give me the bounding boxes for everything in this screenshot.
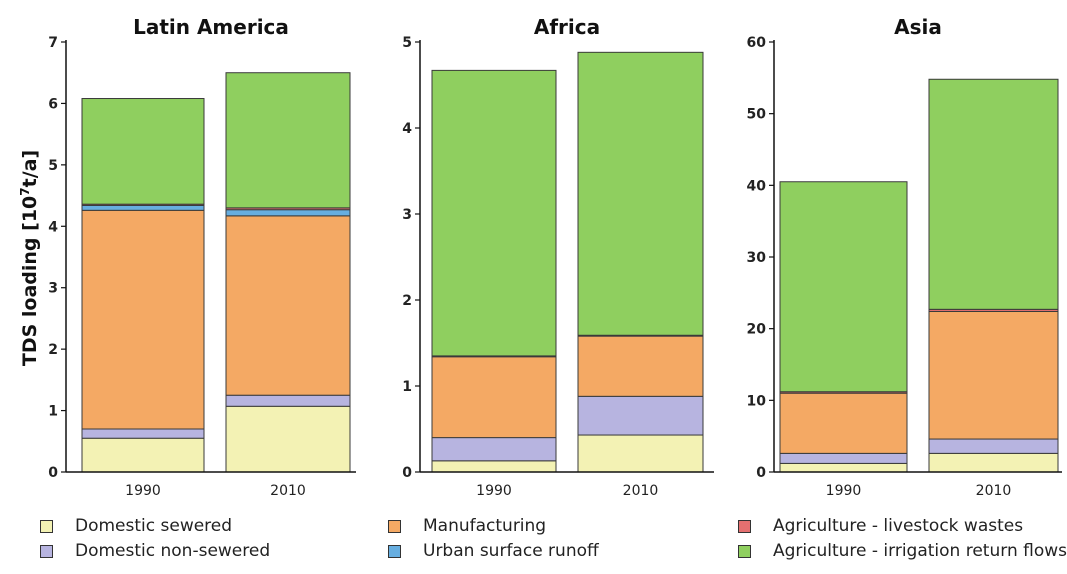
y-tick-label: 1 bbox=[48, 404, 58, 420]
y-tick-label: 6 bbox=[48, 96, 58, 112]
y-tick-label: 4 bbox=[48, 219, 58, 235]
bar-segment-domestic-non-sewered bbox=[431, 437, 557, 462]
bar-segment-domestic-non-sewered bbox=[779, 452, 908, 464]
x-tick-label: 2010 bbox=[976, 483, 1012, 499]
bar-segment-urban-runoff bbox=[81, 204, 205, 211]
bar-segment-domestic-non-sewered bbox=[81, 428, 205, 439]
bar-segment-domestic-sewered bbox=[577, 434, 704, 473]
y-tick-label: 3 bbox=[48, 281, 58, 297]
y-tick-label: 40 bbox=[747, 178, 767, 194]
bar-segment-manufacturing bbox=[577, 335, 704, 397]
bar-segment-irrigation bbox=[225, 72, 351, 209]
bar-segment-domestic-sewered bbox=[779, 462, 908, 473]
bar-segment-manufacturing bbox=[225, 215, 351, 396]
panel-title: Latin America bbox=[133, 15, 289, 39]
y-tick-label: 5 bbox=[402, 35, 412, 51]
y-tick-label: 10 bbox=[747, 393, 767, 409]
y-tick-label: 50 bbox=[747, 107, 767, 123]
y-tick-label: 0 bbox=[402, 465, 412, 481]
bar-segment-domestic-sewered bbox=[225, 405, 351, 473]
bar-segment-manufacturing bbox=[81, 209, 205, 430]
bar-segment-irrigation bbox=[577, 51, 704, 336]
bar-segment-urban-runoff bbox=[225, 209, 351, 217]
x-tick-label: 1990 bbox=[826, 483, 862, 499]
y-tick-label: 1 bbox=[402, 379, 412, 395]
y-tick-label: 30 bbox=[747, 250, 767, 266]
panel-asia: Asia 1990 2010 0 10 20 30 40 50 60 bbox=[747, 15, 1062, 499]
bar-segment-domestic-sewered bbox=[431, 460, 557, 473]
y-tick-label: 2 bbox=[48, 342, 58, 358]
panel-title: Asia bbox=[894, 15, 942, 39]
x-tick-label: 2010 bbox=[623, 483, 659, 499]
y-axis-label: TDS loading [107t/a] bbox=[18, 150, 41, 366]
bar-segment-manufacturing bbox=[928, 310, 1059, 440]
y-tick-label: 5 bbox=[48, 158, 58, 174]
y-tick-label: 7 bbox=[48, 35, 58, 51]
x-tick-label: 1990 bbox=[125, 483, 161, 499]
y-tick-label: 0 bbox=[756, 465, 766, 481]
panel-latin-america: Latin America 1990 2010 0 1 2 3 4 5 6 7 bbox=[48, 15, 356, 499]
x-tick-label: 1990 bbox=[476, 483, 512, 499]
bar-segment-irrigation bbox=[431, 69, 557, 357]
bar-segment-domestic-sewered bbox=[81, 437, 205, 473]
bar-segment-manufacturing bbox=[431, 356, 557, 439]
x-tick-label: 2010 bbox=[270, 483, 306, 499]
bar-segment-domestic-non-sewered bbox=[225, 394, 351, 407]
bar-segment-domestic-non-sewered bbox=[577, 395, 704, 436]
y-tick-label: 20 bbox=[747, 322, 767, 338]
bar-segment-domestic-non-sewered bbox=[928, 438, 1059, 454]
y-tick-label: 4 bbox=[402, 121, 412, 137]
y-tick-label: 0 bbox=[48, 465, 58, 481]
panel-africa: Africa 1990 2010 0 1 2 3 4 5 bbox=[402, 15, 714, 499]
panel-title: Africa bbox=[534, 15, 600, 39]
bar-segment-irrigation bbox=[81, 98, 205, 205]
y-tick-label: 60 bbox=[747, 35, 767, 51]
bar-segment-irrigation bbox=[779, 181, 908, 393]
bar-segment-domestic-sewered bbox=[928, 452, 1059, 473]
y-tick-label: 2 bbox=[402, 293, 412, 309]
bar-segment-manufacturing bbox=[779, 392, 908, 454]
y-tick-label: 3 bbox=[402, 207, 412, 223]
bar-segment-irrigation bbox=[928, 78, 1059, 310]
